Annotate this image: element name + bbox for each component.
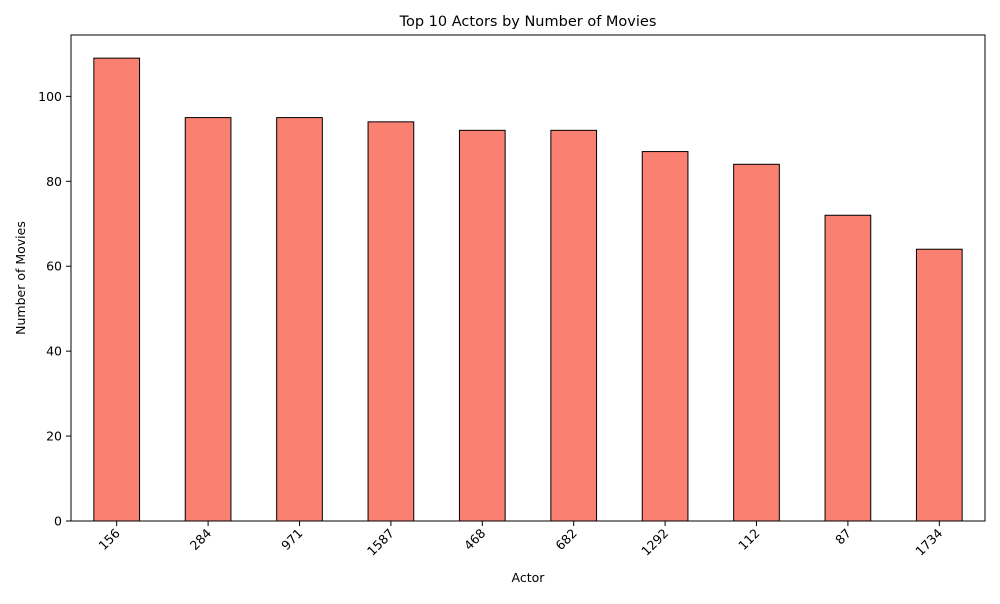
x-tick-label: 284 xyxy=(187,525,215,553)
x-tick-label: 468 xyxy=(461,525,489,553)
bar-112 xyxy=(733,163,780,522)
bar-284 xyxy=(184,117,232,522)
y-tick-label: 0 xyxy=(54,514,62,529)
chart-title: Top 10 Actors by Number of Movies xyxy=(399,14,657,30)
x-tick-label: 1292 xyxy=(638,526,671,559)
bars-group xyxy=(93,57,963,522)
y-tick-label: 40 xyxy=(46,344,62,359)
x-tick-label: 971 xyxy=(278,526,305,553)
bar-1587 xyxy=(367,121,415,522)
plot-frame xyxy=(70,34,986,522)
x-tick-label: 156 xyxy=(95,525,123,553)
bar-682 xyxy=(550,129,598,522)
x-tick-label: 1734 xyxy=(912,525,945,558)
bar-971 xyxy=(276,117,323,522)
bar-156 xyxy=(93,57,141,522)
y-tick-label: 20 xyxy=(46,429,62,444)
x-tick-label: 87 xyxy=(832,526,854,548)
x-axis: 156 284 971 1587 468 682 1292 112 87 1734 xyxy=(95,521,945,559)
x-tick-label: 682 xyxy=(552,526,579,553)
y-tick-label: 60 xyxy=(46,259,62,274)
bar-1734 xyxy=(915,248,963,522)
bar-87 xyxy=(824,214,872,522)
bar-468 xyxy=(458,129,506,522)
y-axis: 0 20 40 60 80 100 xyxy=(38,89,71,529)
x-axis-label: Actor xyxy=(512,570,546,585)
y-tick-label: 80 xyxy=(46,174,62,189)
y-tick-label: 100 xyxy=(38,89,62,104)
y-axis-label: Number of Movies xyxy=(13,221,28,335)
x-tick-label: 112 xyxy=(735,526,762,553)
bar-1292 xyxy=(641,151,689,522)
x-tick-label: 1587 xyxy=(364,526,397,559)
